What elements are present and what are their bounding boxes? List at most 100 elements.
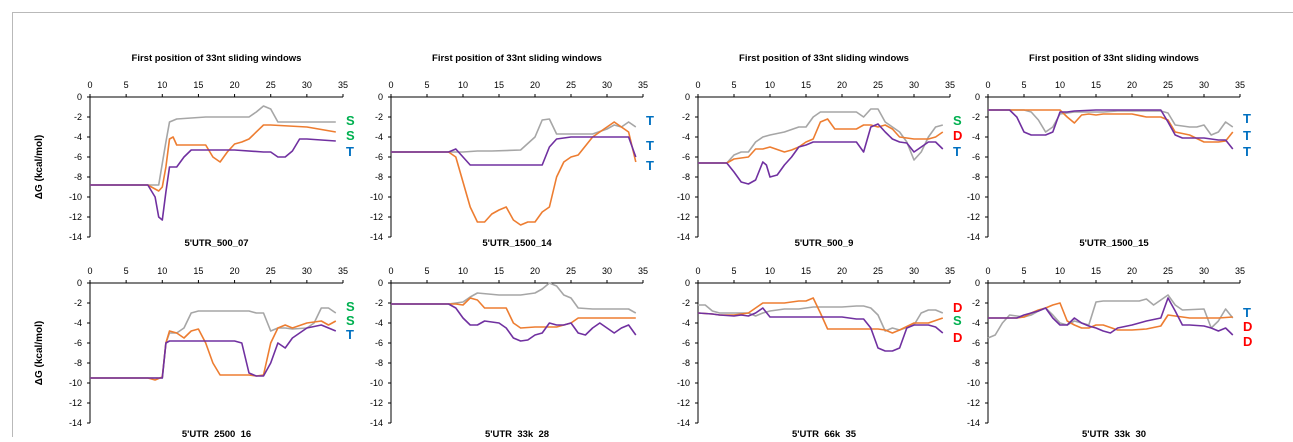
x-tick-label: 0 <box>87 80 92 90</box>
y-tick-label: -10 <box>677 192 690 202</box>
sample-name: 5'UTR_33k_28 <box>485 429 549 437</box>
sample-name: 5'UTR_66k_35 <box>792 429 857 437</box>
x-tick-label: 0 <box>388 266 393 276</box>
y-tick-label: -6 <box>375 338 383 348</box>
y-tick-label: -4 <box>972 318 980 328</box>
end-label-D: D <box>953 128 962 143</box>
end-label-D: D <box>953 330 962 345</box>
x-tick-label: 20 <box>530 266 540 276</box>
y-tick-label: -10 <box>967 378 980 388</box>
y-tick-label: -8 <box>375 172 383 182</box>
end-label-S: S <box>953 113 962 128</box>
y-tick-label: -6 <box>74 152 82 162</box>
x-tick-label: 20 <box>230 80 240 90</box>
chart-panel-6: 0 5 10 15 20 25 30 35 0 -2 -4 -6 -8 -10 -12 -14 5'UTR_33… <box>370 266 648 440</box>
x-tick-label: 10 <box>157 266 167 276</box>
x-tick-label: 35 <box>638 80 648 90</box>
y-tick-label: -12 <box>677 398 690 408</box>
y-tick-label: -6 <box>972 152 980 162</box>
y-tick-label: -4 <box>682 132 690 142</box>
x-tick-label: 15 <box>494 80 504 90</box>
y-tick-label: -14 <box>370 232 383 242</box>
y-tick-label: -4 <box>375 318 383 328</box>
y-tick-label: -12 <box>967 398 980 408</box>
x-tick-label: 35 <box>1235 266 1245 276</box>
y-tick-label: -6 <box>682 338 690 348</box>
end-label-T: T <box>1243 111 1251 126</box>
y-tick-label: 0 <box>975 278 980 288</box>
chart-panel-1: First position of 33nt sliding windows 0 5… <box>34 53 355 249</box>
y-tick-label: -10 <box>370 378 383 388</box>
series-line-gray <box>90 105 336 186</box>
end-label-T: T <box>1243 305 1251 320</box>
x-tick-label: 20 <box>230 266 240 276</box>
end-label-T: T <box>1243 128 1251 143</box>
chart-panel-7: 0 5 10 15 20 25 30 35 0 -2 -4 -6 -8 -10 -12 -14 DSD 5'UTR… <box>677 266 962 440</box>
chart-title: First position of 33nt sliding windows <box>132 53 302 64</box>
y-tick-label: 0 <box>975 92 980 102</box>
y-tick-label: -12 <box>370 398 383 408</box>
sample-name: 5'UTR_500_9 <box>795 238 854 249</box>
y-tick-label: 0 <box>77 278 82 288</box>
y-tick-label: 0 <box>378 92 383 102</box>
end-label-D: D <box>1243 319 1252 334</box>
end-label-S: S <box>346 113 355 128</box>
end-label-S: S <box>346 128 355 143</box>
chart-panel-5: 0 5 10 15 20 25 30 35 0 -2 -4 -6 -8 -10 -12 -14 ΔG (kcal… <box>34 266 355 440</box>
end-label-T: T <box>346 144 354 159</box>
y-tick-label: -8 <box>74 358 82 368</box>
chart-title: First position of 33nt sliding windows <box>432 53 602 64</box>
end-label-T: T <box>646 158 654 173</box>
sample-name: 5'UTR_33k_30 <box>1082 429 1146 437</box>
series-line-orange <box>698 118 944 164</box>
x-tick-label: 5 <box>731 80 736 90</box>
y-tick-label: -4 <box>375 132 383 142</box>
y-tick-label: -2 <box>375 112 383 122</box>
x-tick-label: 5 <box>424 266 429 276</box>
chart-panel-4: First position of 33nt sliding windows 0 5… <box>967 53 1251 249</box>
chart-panel-3: First position of 33nt sliding windows 0 5… <box>677 53 962 249</box>
y-tick-label: -6 <box>375 152 383 162</box>
series-line-purple <box>391 136 637 166</box>
x-tick-label: 35 <box>338 80 348 90</box>
y-tick-label: -2 <box>74 112 82 122</box>
x-tick-label: 0 <box>695 80 700 90</box>
x-tick-label: 20 <box>837 266 847 276</box>
y-tick-label: -8 <box>972 172 980 182</box>
x-tick-label: 25 <box>1163 266 1173 276</box>
end-label-T: T <box>953 144 961 159</box>
end-label-S: S <box>346 299 355 314</box>
sample-name: 5'UTR_1500_15 <box>1079 238 1149 249</box>
x-tick-label: 30 <box>302 80 312 90</box>
x-tick-label: 10 <box>765 80 775 90</box>
sample-name: 5'UTR_2500_16 <box>182 429 251 437</box>
series-line-purple <box>988 109 1234 150</box>
y-tick-label: 0 <box>378 278 383 288</box>
sample-name: 5'UTR_500_07 <box>184 238 248 249</box>
x-tick-label: 25 <box>266 80 276 90</box>
y-tick-label: -4 <box>74 318 82 328</box>
y-tick-label: -8 <box>972 358 980 368</box>
frame-left-border <box>12 12 13 437</box>
x-tick-label: 30 <box>1199 266 1209 276</box>
y-tick-label: -6 <box>682 152 690 162</box>
y-tick-label: -10 <box>69 192 82 202</box>
y-tick-label: -10 <box>967 192 980 202</box>
x-tick-label: 35 <box>638 266 648 276</box>
y-tick-label: -14 <box>370 418 383 428</box>
series-line-purple <box>90 138 336 221</box>
y-tick-label: -8 <box>74 172 82 182</box>
chart-panel-8: 0 5 10 15 20 25 30 35 0 -2 -4 -6 -8 -10 -12 -14 TDD 5'UTR… <box>967 266 1252 440</box>
y-tick-label: -2 <box>682 298 690 308</box>
y-tick-label: -10 <box>677 378 690 388</box>
y-tick-label: -2 <box>972 298 980 308</box>
x-tick-label: 25 <box>566 80 576 90</box>
y-tick-label: -6 <box>74 338 82 348</box>
x-tick-label: 10 <box>458 80 468 90</box>
x-tick-label: 5 <box>1021 80 1026 90</box>
x-tick-label: 20 <box>837 80 847 90</box>
y-tick-label: -8 <box>682 358 690 368</box>
series-line-orange <box>988 109 1234 143</box>
y-tick-label: -10 <box>69 378 82 388</box>
